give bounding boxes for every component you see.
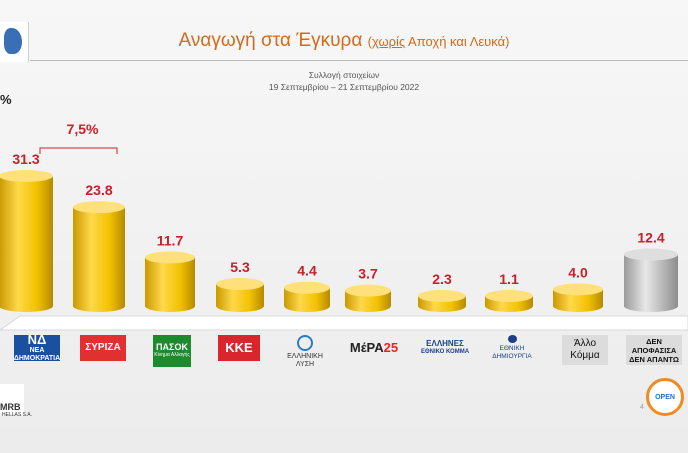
bar-7 bbox=[418, 290, 466, 312]
annotation-label: 7,5% bbox=[67, 121, 99, 137]
bar-cap bbox=[284, 281, 330, 294]
bar-4 bbox=[216, 277, 264, 312]
annotation-bracket bbox=[39, 147, 118, 154]
bar-cap bbox=[553, 283, 603, 296]
bar-10 bbox=[624, 248, 678, 312]
bar-body bbox=[73, 207, 125, 312]
data-label-4: 5.3 bbox=[230, 259, 250, 275]
bar-body bbox=[0, 176, 53, 312]
bar-6 bbox=[345, 284, 391, 312]
other-party-box: Άλλο Κόμμα bbox=[562, 335, 608, 365]
bar-body bbox=[553, 289, 603, 312]
bar-cap bbox=[145, 251, 195, 264]
bar-cap bbox=[0, 170, 53, 182]
greece-map-icon bbox=[4, 28, 22, 54]
party-logos: ΝΔ ΝΕΑ ΔΗΜΟΚΡΑΤΙΑ ΣΥΡΙΖΑ ΠΑΣΟΚ Κίνημα Αλλα… bbox=[0, 332, 688, 372]
bar-5 bbox=[284, 281, 330, 312]
mera25-logo: ΜέΡΑ 25 bbox=[349, 340, 399, 355]
ellines-logo: ΕΛΛΗΝΕΣ ΕΘΝΙΚΟ ΚΟΜΜΑ bbox=[420, 339, 470, 356]
bar-body bbox=[145, 257, 195, 312]
elliniki-lysi-icon bbox=[297, 335, 313, 351]
bar-3 bbox=[145, 251, 195, 312]
data-label-1: 31.3 bbox=[12, 151, 39, 167]
subtitle-dates: 19 Σεπτεμβρίου – 21 Σεπτεμβρίου 2022 bbox=[268, 82, 420, 92]
page-title: Αναγωγή στα Έγκυρα (χωρίς Αποχή και Λευκ… bbox=[0, 30, 688, 52]
title-main: Αναγωγή στα Έγκυρα bbox=[178, 30, 363, 51]
chart-floor bbox=[0, 315, 688, 331]
title-note: (χωρίς Αποχή και Λευκά) bbox=[367, 34, 510, 49]
bar-9 bbox=[553, 283, 603, 312]
mrb-logo-bg bbox=[0, 384, 24, 414]
bar-cap bbox=[73, 201, 125, 214]
bar-2 bbox=[73, 201, 125, 312]
syriza-logo: ΣΥΡΙΖΑ bbox=[80, 335, 126, 361]
open-tv-logo: OPEN bbox=[646, 378, 684, 416]
data-label-5: 4.4 bbox=[297, 263, 317, 279]
data-label-3: 11.7 bbox=[157, 232, 184, 248]
data-label-9: 4.0 bbox=[568, 264, 588, 280]
data-label-10: 12.4 bbox=[637, 229, 664, 245]
data-label-2: 23.8 bbox=[85, 182, 112, 198]
elliniki-lysi-logo: ΕΛΛΗΝΙΚΗ ΛΥΣΗ bbox=[287, 335, 323, 369]
bar-cap bbox=[485, 290, 533, 302]
unit-label: % bbox=[0, 92, 12, 107]
kke-logo: ΚΚΕ bbox=[218, 335, 260, 361]
bar-body bbox=[284, 287, 330, 312]
nd-logo: ΝΔ ΝΕΑ ΔΗΜΟΚΡΑΤΙΑ bbox=[13, 332, 61, 363]
pasok-logo: ΠΑΣΟΚ Κίνημα Αλλαγής bbox=[153, 335, 191, 367]
title-divider bbox=[30, 60, 688, 61]
bar-body bbox=[345, 290, 391, 312]
undecided-box: ΔΕΝ ΑΠΟΦΑΣΙΣΑ ΔΕΝ ΑΠΑΝΤΩ bbox=[626, 335, 682, 365]
subtitle-collection: Συλλογή στοιχείων bbox=[308, 70, 380, 80]
bar-cap bbox=[418, 290, 466, 302]
page-number: 4 bbox=[640, 404, 644, 411]
data-label-6: 3.7 bbox=[358, 266, 378, 282]
data-label-8: 1.1 bbox=[499, 271, 519, 287]
bar-cap bbox=[624, 248, 678, 261]
mrb-logo: MRB bbox=[0, 402, 21, 412]
data-label-7: 2.3 bbox=[432, 271, 452, 287]
bar-body bbox=[624, 254, 678, 312]
bar-cap bbox=[345, 284, 391, 297]
mrb-subtext: HELLAS S.A. bbox=[2, 412, 33, 418]
bar-cap bbox=[216, 277, 264, 290]
bar-8 bbox=[485, 290, 533, 312]
greece-map-logo bbox=[0, 22, 29, 62]
bar-1 bbox=[0, 170, 53, 312]
bar-body bbox=[216, 283, 264, 312]
ethniki-dimiourgia-icon bbox=[507, 335, 517, 343]
ethniki-dimiourgia-logo: ΕΘΝΙΚΗ ΔΗΜΙΟΥΡΓΙΑ bbox=[490, 335, 534, 361]
